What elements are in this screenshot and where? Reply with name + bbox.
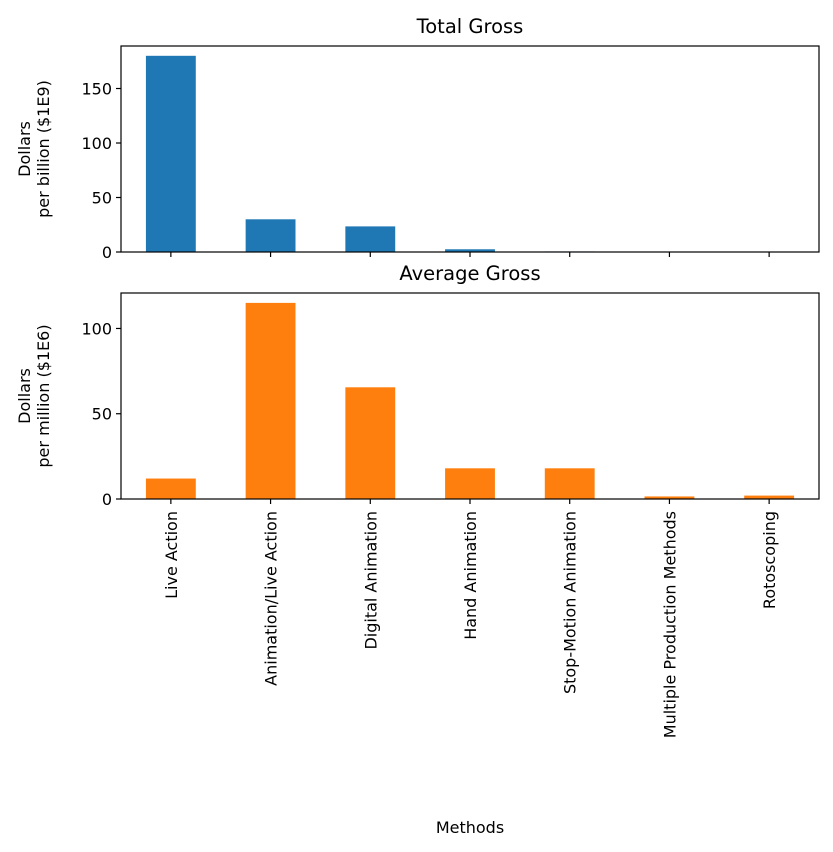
x-tick-label-1-4: Stop-Motion Animation: [561, 511, 580, 694]
x-axis-label-1: Methods: [436, 818, 504, 837]
total-gross-chart: 0 50 100 150 Total Gross Dollars per billion (…: [15, 15, 820, 262]
chart-title-1: Average Gross: [399, 262, 540, 285]
y-tick-label-1-0: 0: [102, 490, 112, 509]
y-tick-label-0-2: 100: [81, 134, 112, 153]
bar-1-5: [644, 496, 695, 499]
bar-0-1: [245, 219, 296, 252]
bar-1-0: [145, 478, 196, 499]
bar-0-3: [445, 249, 495, 252]
y-axis-label-1-0: Dollars: [15, 368, 34, 424]
x-tick-label-1-5: Multiple Production Methods: [660, 511, 679, 738]
bar-1-3: [445, 468, 495, 499]
x-tick-label-1-1: Animation/Live Action: [262, 511, 281, 686]
y-axis-label-0-0: Dollars: [15, 121, 34, 177]
x-tick-label-1-3: Hand Animation: [461, 511, 480, 640]
y-axis-label-1-1: per million ($1E6): [34, 324, 53, 467]
chart-title-0: Total Gross: [416, 15, 524, 38]
axes-frame-0: [120, 45, 820, 253]
x-tick-label-1-6: Rotoscoping: [760, 511, 779, 609]
y-tick-label-1-1: 50: [92, 405, 112, 424]
bar-1-6: [744, 495, 795, 499]
axes-frame-1: [120, 292, 820, 500]
y-tick-label-1-2: 100: [81, 319, 112, 338]
average-gross-chart: 0 50 100 Live Action Animation/Live Action Di…: [15, 262, 820, 837]
bar-0-0: [145, 55, 196, 252]
y-tick-label-0-0: 0: [102, 243, 112, 262]
y-tick-label-0-1: 50: [92, 189, 112, 208]
y-axis-label-0-1: per billion ($1E9): [34, 80, 53, 218]
x-tick-label-1-0: Live Action: [162, 511, 181, 599]
bar-1-2: [345, 387, 396, 499]
bar-1-4: [544, 468, 595, 499]
x-tick-label-1-2: Digital Animation: [361, 511, 380, 650]
y-tick-label-0-3: 150: [81, 80, 112, 99]
bar-0-2: [345, 226, 396, 252]
bar-1-1: [245, 302, 296, 499]
